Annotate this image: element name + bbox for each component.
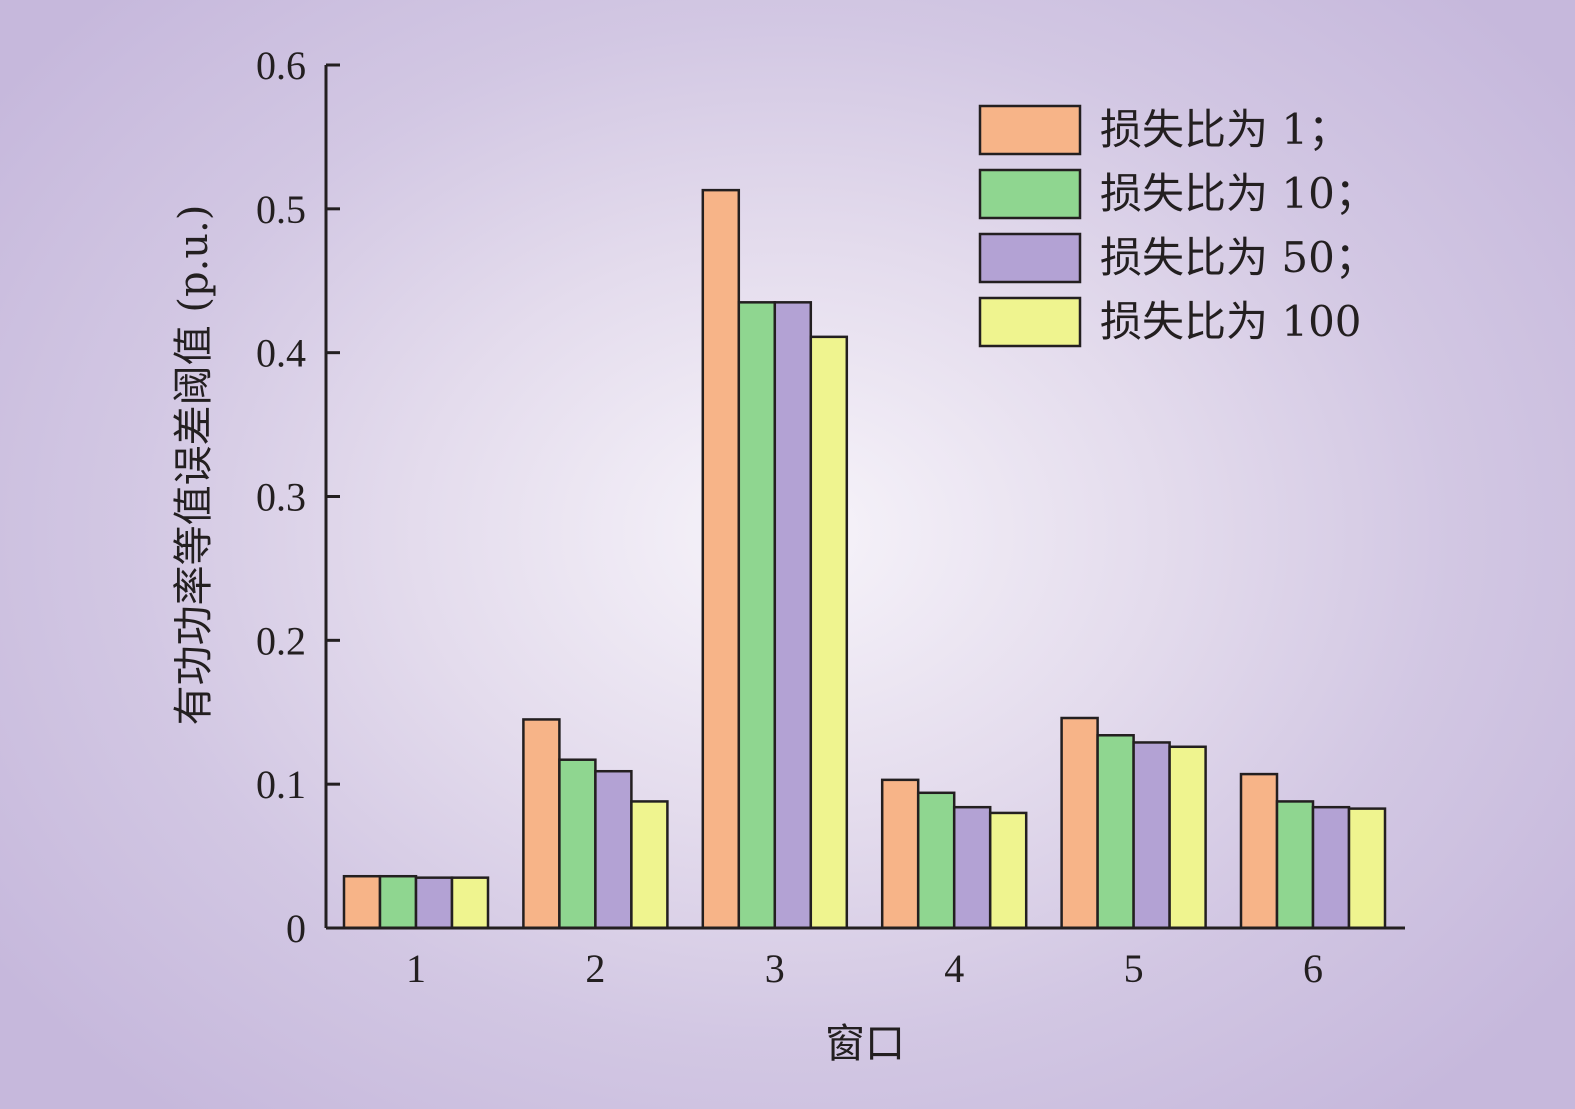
- y-axis-label: 有功功率等值误差阈值 (p.u.): [171, 205, 217, 726]
- bar-4-window-2: [630, 800, 669, 930]
- x-axis-label: 窗口: [825, 1021, 905, 1067]
- y-tick-label: 0.5: [256, 187, 306, 232]
- bar-2-window-4: [916, 791, 956, 930]
- legend-label: 损失比为 1；: [1100, 105, 1350, 154]
- x-tick-label: 6: [1303, 946, 1323, 991]
- y-ticks-group: 0 0.1 0.2 0.3 0.4 0.5 0.6: [256, 43, 340, 951]
- bar-1-window-4: [880, 778, 920, 930]
- bar-4-window-6: [1347, 807, 1387, 930]
- y-tick-label: 0.2: [256, 618, 306, 663]
- bar-2-window-2: [558, 758, 597, 930]
- bar-1-window-2: [522, 718, 561, 930]
- bar-3-window-4: [952, 805, 992, 930]
- bar-2-window-1: [378, 874, 418, 930]
- y-tick-label: 0.6: [256, 43, 306, 88]
- bar-2-window-6: [1275, 800, 1315, 930]
- legend-swatch: [978, 296, 1082, 348]
- x-tick-label: 3: [765, 946, 785, 991]
- bar-3-window-2: [594, 769, 633, 930]
- bar-1-window-5: [1060, 716, 1099, 930]
- x-tick-label: 1: [406, 946, 426, 991]
- bar-3-window-6: [1311, 805, 1351, 930]
- bar-3-window-1: [414, 876, 454, 930]
- y-tick-label: 0: [286, 906, 306, 951]
- legend-label: 损失比为 10；: [1100, 169, 1377, 218]
- y-tick-label: 0.1: [256, 762, 306, 807]
- bar-1-window-6: [1239, 772, 1279, 930]
- x-tick-label: 2: [585, 946, 605, 991]
- bar-4-window-4: [988, 811, 1028, 930]
- bar-1-window-1: [342, 874, 382, 930]
- legend-label: 损失比为 100: [1100, 297, 1362, 346]
- legend: 损失比为 1； 损失比为 10； 损失比为 50； 损失比为 100: [978, 104, 1377, 348]
- bar-2-window-5: [1096, 734, 1135, 930]
- legend-swatch: [978, 168, 1082, 220]
- bar-1-window-3: [701, 188, 741, 930]
- bar-3-window-3: [773, 301, 813, 930]
- x-tick-label: 5: [1124, 946, 1144, 991]
- x-tick-label: 4: [944, 946, 964, 991]
- bar-4-window-5: [1168, 745, 1207, 930]
- legend-swatch: [978, 232, 1082, 284]
- bar-2-window-3: [737, 301, 777, 930]
- legend-swatch: [978, 104, 1082, 156]
- x-ticks-group: 1 2 3 4 5 6: [406, 946, 1323, 991]
- y-tick-label: 0.4: [256, 331, 306, 376]
- y-tick-label: 0.3: [256, 475, 306, 520]
- bar-4-window-1: [450, 876, 490, 930]
- bar-3-window-5: [1132, 741, 1171, 930]
- legend-label: 损失比为 50；: [1100, 233, 1377, 282]
- bar-4-window-3: [809, 335, 849, 930]
